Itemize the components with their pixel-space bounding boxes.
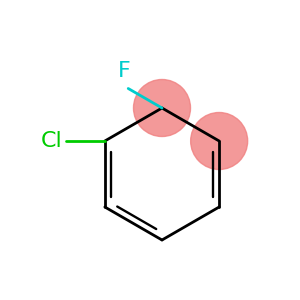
Text: Cl: Cl — [41, 131, 63, 151]
Circle shape — [191, 112, 248, 170]
Text: F: F — [118, 61, 131, 81]
Circle shape — [134, 80, 190, 136]
